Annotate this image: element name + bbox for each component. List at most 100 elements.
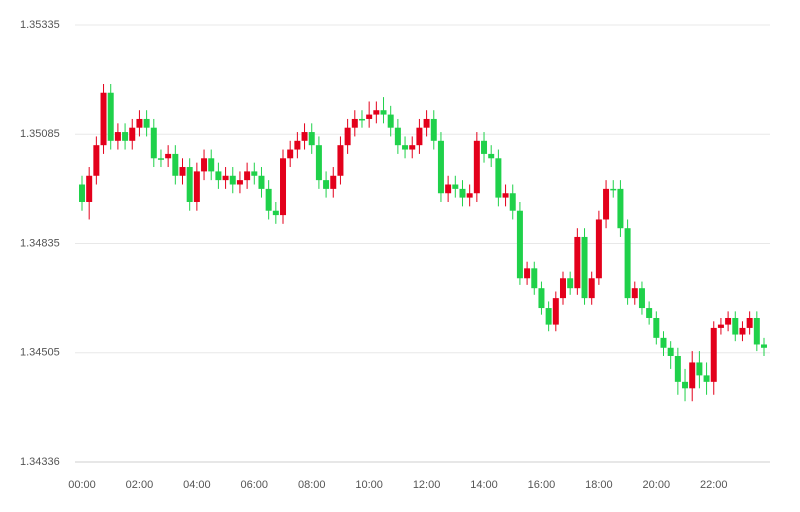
candle-body — [315, 145, 322, 181]
candle-body — [531, 268, 538, 289]
candle-body — [165, 153, 172, 159]
x-tick-label: 16:00 — [528, 479, 556, 491]
x-tick-label: 18:00 — [585, 479, 613, 491]
y-tick-label: 1.34505 — [20, 347, 60, 359]
candle-body — [710, 327, 717, 382]
x-tick-label: 14:00 — [470, 479, 498, 491]
candle-body — [631, 288, 638, 299]
y-tick-label: 1.34336 — [20, 456, 60, 468]
candle-body — [567, 278, 574, 289]
x-tick-label: 08:00 — [298, 479, 326, 491]
candle-body — [236, 180, 243, 185]
candle-body — [595, 219, 602, 279]
candle-body — [696, 362, 703, 376]
candle-body — [380, 110, 387, 115]
candle-body — [157, 158, 164, 160]
candle-body — [244, 171, 251, 181]
candle-body — [545, 308, 552, 325]
candle-body — [588, 278, 595, 299]
x-tick-label: 20:00 — [643, 479, 671, 491]
candle-body — [193, 171, 200, 202]
candle-body — [653, 317, 660, 338]
candle-body — [358, 118, 365, 121]
candle-body — [100, 92, 107, 146]
candle-body — [445, 184, 452, 194]
candle-body — [172, 153, 179, 176]
candle-body — [416, 127, 423, 146]
candle-body — [509, 193, 516, 211]
candle-body — [287, 149, 294, 159]
candle-body — [323, 180, 330, 189]
candle-body — [559, 278, 566, 299]
x-tick-label: 02:00 — [126, 479, 154, 491]
candle-body — [265, 188, 272, 211]
candle-body — [215, 171, 222, 181]
candle-body — [258, 175, 265, 189]
candle-body — [524, 268, 531, 279]
candle-body — [682, 381, 689, 389]
candle-body — [495, 158, 502, 198]
candle-body — [516, 210, 523, 279]
candle-body — [466, 193, 473, 198]
candle-body — [739, 327, 746, 335]
candle-body — [603, 188, 610, 220]
candle-body — [143, 118, 150, 128]
candle-body — [294, 140, 301, 150]
candle-body — [610, 188, 617, 191]
candle-body — [186, 167, 193, 202]
candle-body — [373, 110, 380, 115]
candle-body — [459, 188, 466, 198]
candle-body — [86, 175, 93, 202]
candle-body — [624, 228, 631, 299]
candle-body — [179, 167, 186, 176]
candle-body — [344, 127, 351, 146]
candle-body — [646, 308, 653, 318]
candle-body — [136, 118, 143, 128]
candle-body — [301, 132, 308, 141]
candle-body — [229, 175, 236, 185]
candle-body — [272, 210, 279, 216]
candle-body — [473, 140, 480, 194]
candle-body — [581, 236, 588, 299]
candle-body — [79, 184, 85, 202]
candle-body — [660, 337, 667, 348]
candle-body — [409, 145, 416, 150]
candle-body — [574, 236, 581, 289]
candle-body — [430, 118, 437, 141]
candle-body — [337, 145, 344, 176]
candle-body — [366, 114, 373, 119]
candle-body — [387, 114, 394, 128]
candle-body — [552, 298, 559, 325]
x-tick-label: 22:00 — [700, 479, 728, 491]
candle-body — [107, 92, 114, 141]
candle-body — [617, 188, 624, 229]
candle-body — [93, 145, 100, 176]
candle-body — [725, 317, 732, 325]
candle-body — [437, 140, 444, 194]
candle-body — [114, 132, 121, 141]
candle-body — [761, 344, 767, 348]
x-tick-label: 10:00 — [355, 479, 383, 491]
x-tick-label: 12:00 — [413, 479, 441, 491]
candle-body — [746, 317, 753, 328]
candle-body — [351, 118, 358, 128]
candle-body — [674, 355, 681, 382]
candle-body — [150, 127, 157, 159]
x-tick-label: 00:00 — [68, 479, 96, 491]
x-tick-label: 06:00 — [241, 479, 269, 491]
candle-body — [280, 158, 287, 216]
candle-body — [394, 127, 401, 146]
candle-body — [488, 153, 495, 159]
candle-body — [732, 317, 739, 335]
candle-body — [538, 288, 545, 309]
candle-body — [308, 132, 315, 146]
candle-body — [502, 193, 509, 198]
candle-body — [330, 175, 337, 189]
candle-body — [222, 175, 229, 181]
candle-body — [208, 158, 215, 172]
candle-body — [638, 288, 645, 309]
candle-body — [129, 127, 136, 141]
y-tick-label: 1.35335 — [20, 19, 60, 31]
candle-body — [717, 324, 724, 328]
